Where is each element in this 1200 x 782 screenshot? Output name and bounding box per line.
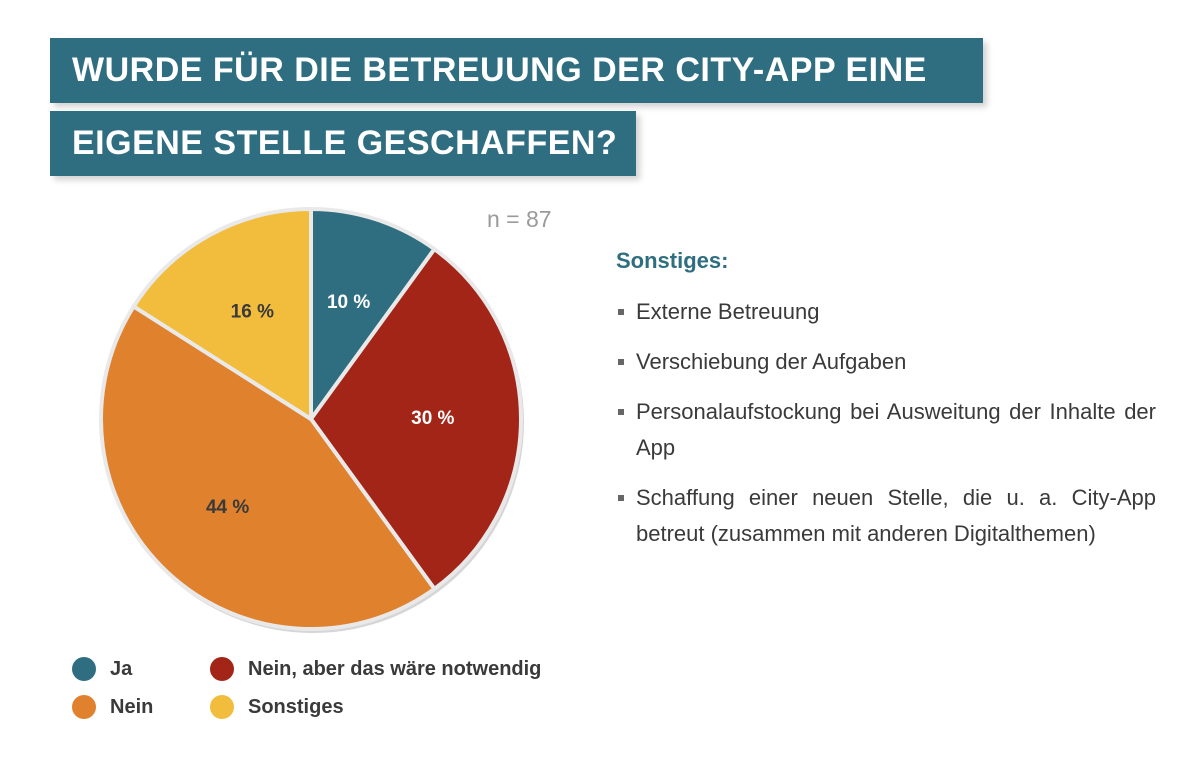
bullet-icon [618,359,624,365]
bullet-icon [618,409,624,415]
pie-slice-label-0: 10 % [327,292,370,313]
notes-item-text: Verschiebung der Aufgaben [636,349,907,374]
legend-dot-nein [72,695,96,719]
legend-item-ja: Ja [72,657,132,681]
legend-label-sonstiges: Sonstiges [248,695,344,718]
legend-item-nein: Nein [72,695,153,719]
notes-list: Externe Betreuung Verschiebung der Aufga… [616,294,1156,552]
pie-slice-1 [309,247,523,591]
notes-list-item: Personalaufstockung bei Ausweitung der I… [616,394,1156,466]
pie-slice-label-2: 44 % [206,497,249,518]
legend-label-ja: Ja [110,657,133,680]
sample-size-label: n = 87 [487,206,552,232]
pie-slice-2 [98,304,437,631]
legend-label-nein-notwendig: Nein, aber das wäre notwendig [248,657,542,680]
notes-list-item: Externe Betreuung [616,294,1156,330]
legend-label-nein: Nein [110,695,154,718]
legend-dot-nein-notwendig [210,657,234,681]
pie-slice-0 [309,207,437,421]
pie-slice-label-1: 30 % [411,408,454,429]
bullet-icon [618,495,624,501]
pie-chart: 10 % 30 % 44 % 16 % [98,207,524,633]
bullet-icon [618,309,624,315]
notes-item-text: Externe Betreuung [636,299,820,324]
chart-title-line-2: EIGENE STELLE GESCHAFFEN? [50,111,636,176]
sonstiges-notes: Sonstiges: Externe Betreuung Verschiebun… [616,248,1156,566]
notes-list-item: Schaffung einer neuen Stelle, die u. a. … [616,480,1156,552]
legend-item-nein-notwendig: Nein, aber das wäre notwendig [210,657,541,681]
notes-list-item: Verschiebung der Aufgaben [616,344,1156,380]
chart-title-line-1: WURDE FÜR DIE BETREUUNG DER CITY-APP EIN… [50,38,983,103]
notes-heading: Sonstiges: [616,248,729,273]
legend-dot-sonstiges [210,695,234,719]
pie-slice-label-3: 16 % [231,301,274,322]
notes-item-text: Personalaufstockung bei Ausweitung der I… [636,399,1156,460]
pie-slice-3 [131,207,313,421]
notes-item-text: Schaffung einer neuen Stelle, die u. a. … [636,485,1156,546]
legend-item-sonstiges: Sonstiges [210,695,344,719]
legend-dot-ja [72,657,96,681]
